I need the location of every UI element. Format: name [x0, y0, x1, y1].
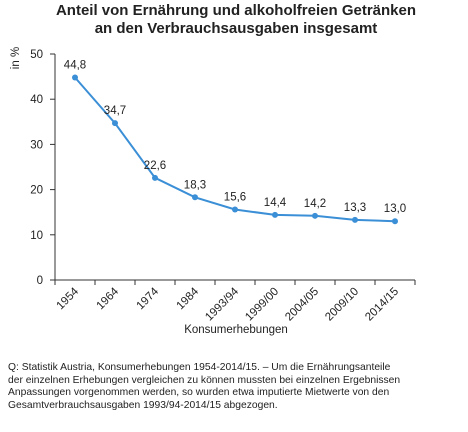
data-label: 18,3: [184, 179, 206, 191]
data-label: 44,8: [64, 60, 86, 72]
x-tick-label: 1954: [55, 285, 82, 312]
data-labels: 44,8 34,7 22,6 18,3 15,6 14,4 14,2 13,3 13,0: [64, 60, 406, 216]
y-tick-label: 20: [30, 185, 43, 197]
data-label: 14,2: [304, 198, 326, 210]
source-note-line-2: der einzelnen Erhebungen vergleichen zu …: [8, 374, 401, 386]
y-tick-label: 10: [30, 230, 43, 242]
source-note: Q: Statistik Austria, Konsumerhebungen 1…: [8, 362, 464, 412]
y-tick-label: 50: [30, 49, 43, 61]
x-tick-label: 1984: [175, 285, 202, 312]
y-axis-label: in %: [10, 47, 22, 69]
data-point: [152, 174, 158, 181]
data-label: 22,6: [144, 160, 166, 172]
chart-title-line-2: an den Verbrauchsausgaben insgesamt: [95, 20, 378, 37]
x-tick-label: 2014/15: [363, 286, 401, 324]
data-point: [312, 212, 318, 219]
x-tick-label: 2009/10: [323, 286, 361, 324]
data-points: [72, 74, 398, 225]
data-label: 14,4: [264, 197, 287, 209]
data-point: [272, 211, 278, 218]
data-point: [232, 206, 238, 213]
line-chart: Anteil von Ernährung und alkoholfreien G…: [10, 2, 416, 336]
x-axis-ticks: 1954 1964 1974 1984 1993/94 1999/00 2004/05 200…: [54, 280, 416, 324]
data-point: [352, 216, 358, 223]
x-tick-label: 1993/94: [203, 285, 241, 323]
data-point: [392, 218, 398, 225]
data-label: 15,6: [224, 191, 246, 203]
y-axis-ticks: 0 10 20 30 40 50: [30, 49, 55, 287]
data-label: 13,0: [384, 203, 406, 215]
data-point: [192, 194, 198, 201]
data-point: [72, 74, 78, 81]
source-note-line-3: Anpassungen vorgenommen werden, so wurde…: [8, 387, 390, 398]
x-tick-label: 2004/05: [283, 286, 321, 324]
source-note-line-4: Gesamtverbrauchsausgaben 1993/94-2014/15…: [8, 399, 278, 411]
x-tick-label: 1999/00: [243, 286, 281, 324]
chart-title: Anteil von Ernährung und alkoholfreien G…: [56, 2, 416, 37]
chart-title-line-1: Anteil von Ernährung und alkoholfreien G…: [56, 2, 416, 19]
data-label: 34,7: [104, 105, 126, 117]
y-tick-label: 30: [30, 139, 43, 151]
data-point: [112, 120, 118, 127]
y-tick-label: 0: [37, 275, 43, 287]
x-tick-label: 1974: [135, 285, 162, 312]
source-note-line-1: Q: Statistik Austria, Konsumerhebungen 1…: [8, 362, 391, 373]
y-tick-label: 40: [30, 94, 43, 106]
x-axis-label: Konsumerhebungen: [184, 324, 288, 336]
data-label: 13,3: [344, 202, 366, 214]
x-tick-label: 1964: [95, 285, 122, 312]
